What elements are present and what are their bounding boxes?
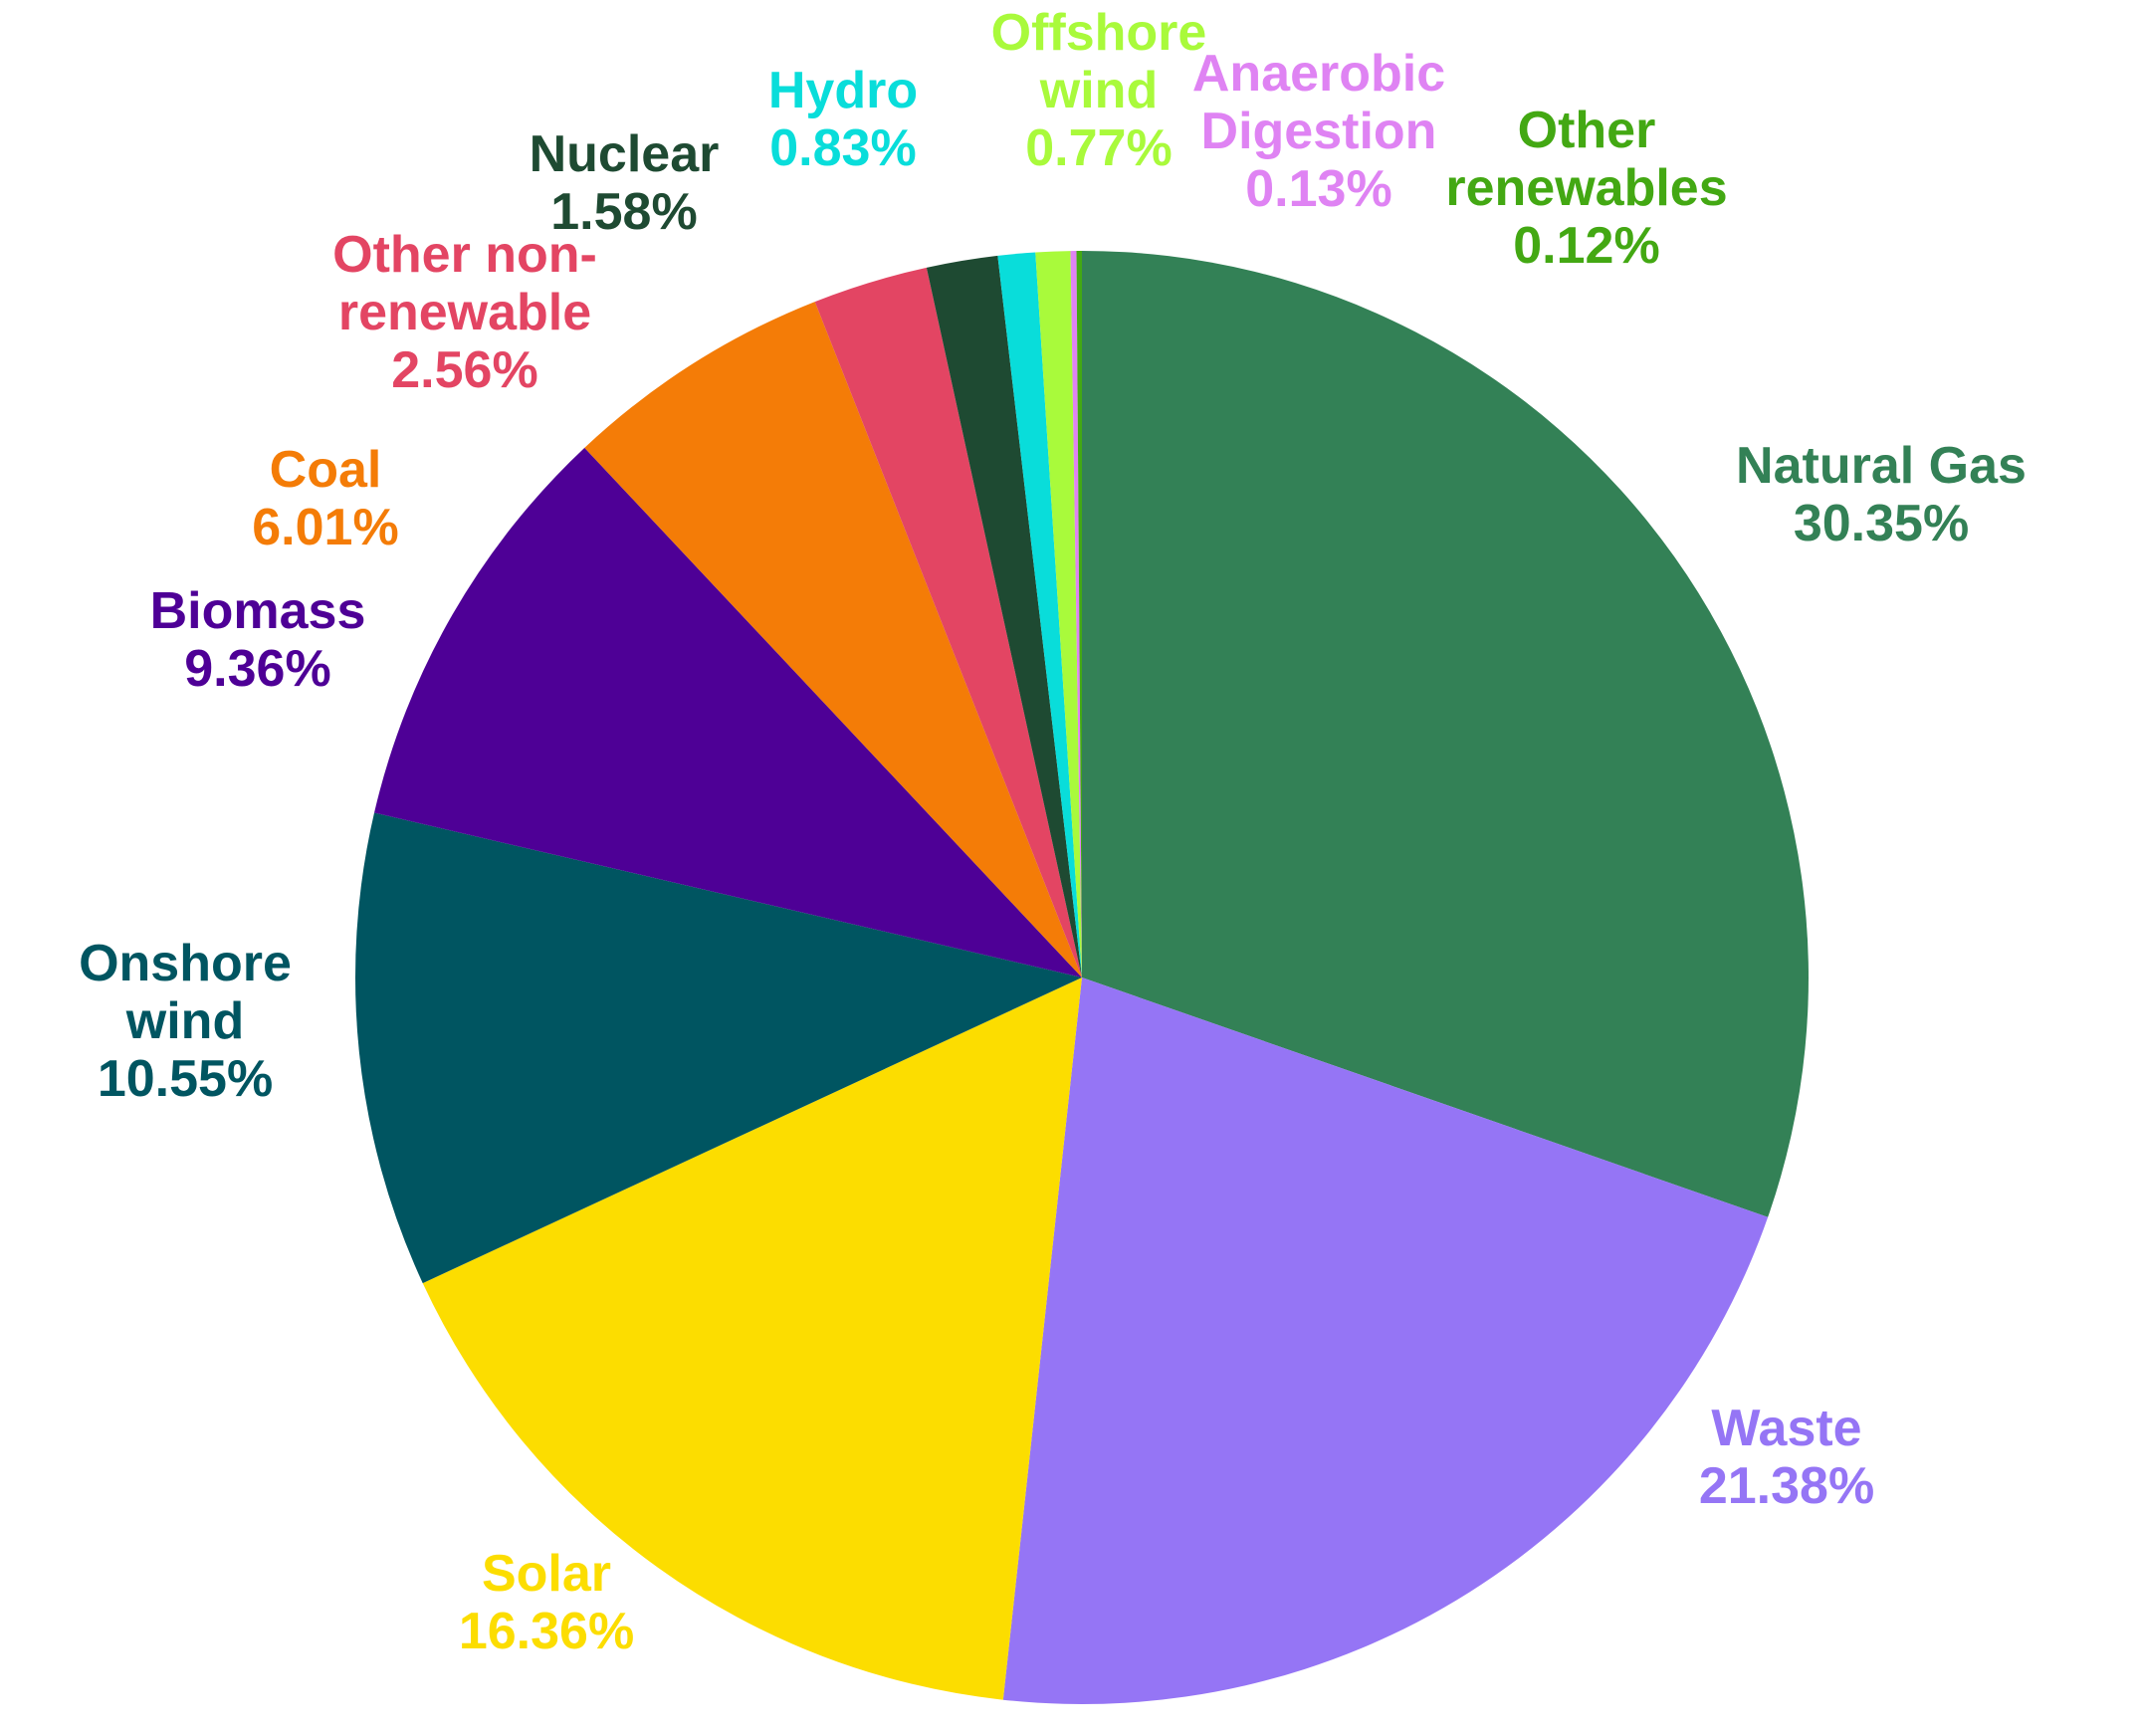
slice-value-label: 0.12% (1513, 217, 1659, 275)
slice-label-biomass: Biomass 9.36% (150, 582, 366, 698)
pie-slices (354, 250, 1809, 1704)
slice-label-anaerobic-digestion: Anaerobic Digestion 0.13% (1192, 45, 1445, 218)
slice-name-label: Other non- (332, 226, 597, 284)
pie-slice-solar (422, 977, 1083, 1700)
slice-value-label: 2.56% (391, 341, 537, 399)
pie-slice-nuclear (926, 255, 1082, 977)
slice-label-waste: Waste 21.38% (1699, 1400, 1874, 1515)
slice-label-solar: Solar 16.36% (459, 1545, 634, 1660)
slice-label-other-renewables: Other renewables 0.12% (1445, 102, 1727, 275)
slice-name-label: Hydro (768, 62, 918, 119)
slice-name-label: Nuclear (530, 125, 720, 183)
slice-label-natural-gas: Natural Gas 30.35% (1736, 437, 2027, 552)
pie-slice-other-non-renewable (814, 267, 1082, 977)
pie-slice-other-renewables (1076, 250, 1082, 977)
slice-name-label: Biomass (150, 582, 366, 640)
slice-name-label: Solar (482, 1545, 611, 1603)
slice-name-label: renewable (338, 284, 591, 341)
pie-slice-anaerobic-digestion (1070, 251, 1082, 977)
slice-label-nuclear: Nuclear 1.58% (530, 125, 720, 241)
slice-label-hydro: Hydro 0.83% (768, 62, 918, 177)
pie-labels: Natural Gas 30.35% Waste 21.38% Solar 16.36% O… (79, 4, 2027, 1660)
pie-slice-biomass (374, 447, 1082, 978)
slice-value-label: 21.38% (1699, 1457, 1874, 1515)
slice-value-label: 9.36% (184, 640, 330, 698)
slice-label-coal: Coal 6.01% (252, 441, 398, 556)
pie-slice-onshore-wind (354, 812, 1082, 1284)
pie-slice-waste (1002, 977, 1769, 1704)
slice-name-label: Waste (1711, 1400, 1861, 1457)
slice-name-label: Coal (270, 441, 382, 499)
slice-name-label: Digestion (1201, 103, 1437, 160)
slice-value-label: 0.77% (1025, 119, 1172, 177)
slice-name-label: wind (125, 992, 244, 1050)
slice-name-label: wind (1039, 62, 1158, 119)
slice-value-label: 0.13% (1245, 160, 1391, 218)
slice-name-label: renewables (1445, 159, 1727, 217)
slice-value-label: 10.55% (98, 1050, 273, 1108)
pie-slice-hydro (997, 252, 1082, 977)
slice-label-onshore-wind: Onshore wind 10.55% (79, 935, 292, 1108)
slice-label-offshore-wind: Offshore wind 0.77% (991, 4, 1207, 177)
slice-name-label: Offshore (991, 4, 1207, 62)
slice-label-other-non-renewable: Other non-renewable 2.56% (332, 226, 597, 399)
pie-slice-natural-gas (1082, 251, 1809, 1217)
slice-name-label: Natural Gas (1736, 437, 2027, 495)
pie-slice-coal (584, 302, 1082, 978)
slice-value-label: 16.36% (459, 1603, 634, 1660)
slice-name-label: Other (1518, 102, 1656, 159)
pie-slice-offshore-wind (1035, 251, 1082, 978)
slice-name-label: Onshore (79, 935, 292, 992)
slice-value-label: 6.01% (252, 499, 398, 556)
slice-value-label: 1.58% (550, 183, 697, 241)
slice-value-label: 0.83% (769, 119, 916, 177)
slice-value-label: 30.35% (1794, 495, 1969, 552)
slice-name-label: Anaerobic (1192, 45, 1445, 103)
